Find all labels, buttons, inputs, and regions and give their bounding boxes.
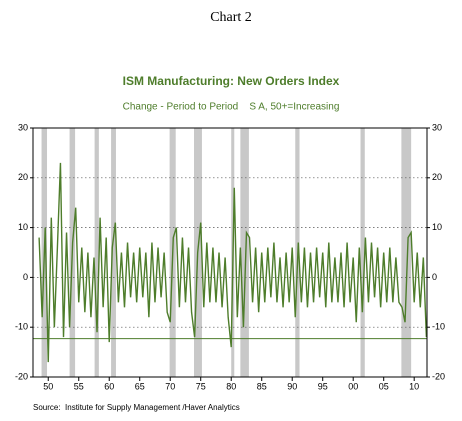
x-tick-label: 05 <box>379 381 389 391</box>
y-tick-label: 10 <box>18 222 28 232</box>
y2-tick-label: -20 <box>432 371 445 381</box>
x-tick-label: 65 <box>135 381 145 391</box>
x-tick-label: 60 <box>104 381 114 391</box>
y-tick-label: 0 <box>23 272 28 282</box>
recession-band <box>360 128 365 377</box>
x-tick-label: 50 <box>43 381 53 391</box>
source-note: Source: Institute for Supply Management … <box>33 403 240 412</box>
y2-tick-label: -10 <box>432 322 445 332</box>
y2-tick-label: 0 <box>432 272 437 282</box>
x-tick-label: 70 <box>165 381 175 391</box>
recession-band <box>240 128 249 377</box>
y-tick-label: 30 <box>18 122 28 132</box>
page-title: Chart 2 <box>210 10 252 25</box>
y2-tick-label: 30 <box>432 122 442 132</box>
x-tick-label: 80 <box>226 381 236 391</box>
x-tick-label: 90 <box>287 381 297 391</box>
x-tick-label: 00 <box>348 381 358 391</box>
chart-title: ISM Manufacturing: New Orders Index <box>123 74 340 88</box>
y2-tick-label: 20 <box>432 172 442 182</box>
chart-subtitle: Change - Period to Period S A, 50+=Incre… <box>123 102 340 113</box>
x-tick-label: 95 <box>318 381 328 391</box>
recession-band <box>111 128 116 377</box>
x-tick-label: 75 <box>196 381 206 391</box>
y-tick-label: -10 <box>15 322 28 332</box>
data-line <box>38 162 428 363</box>
recession-band <box>94 128 99 377</box>
x-tick-label: 10 <box>409 381 419 391</box>
recession-band <box>401 128 412 377</box>
y2-tick-label: 10 <box>432 222 442 232</box>
y-tick-label: 20 <box>18 172 28 182</box>
y-tick-label: -20 <box>15 371 28 381</box>
x-tick-label: 85 <box>257 381 267 391</box>
x-tick-label: 55 <box>74 381 84 391</box>
plot-frame <box>32 127 428 378</box>
